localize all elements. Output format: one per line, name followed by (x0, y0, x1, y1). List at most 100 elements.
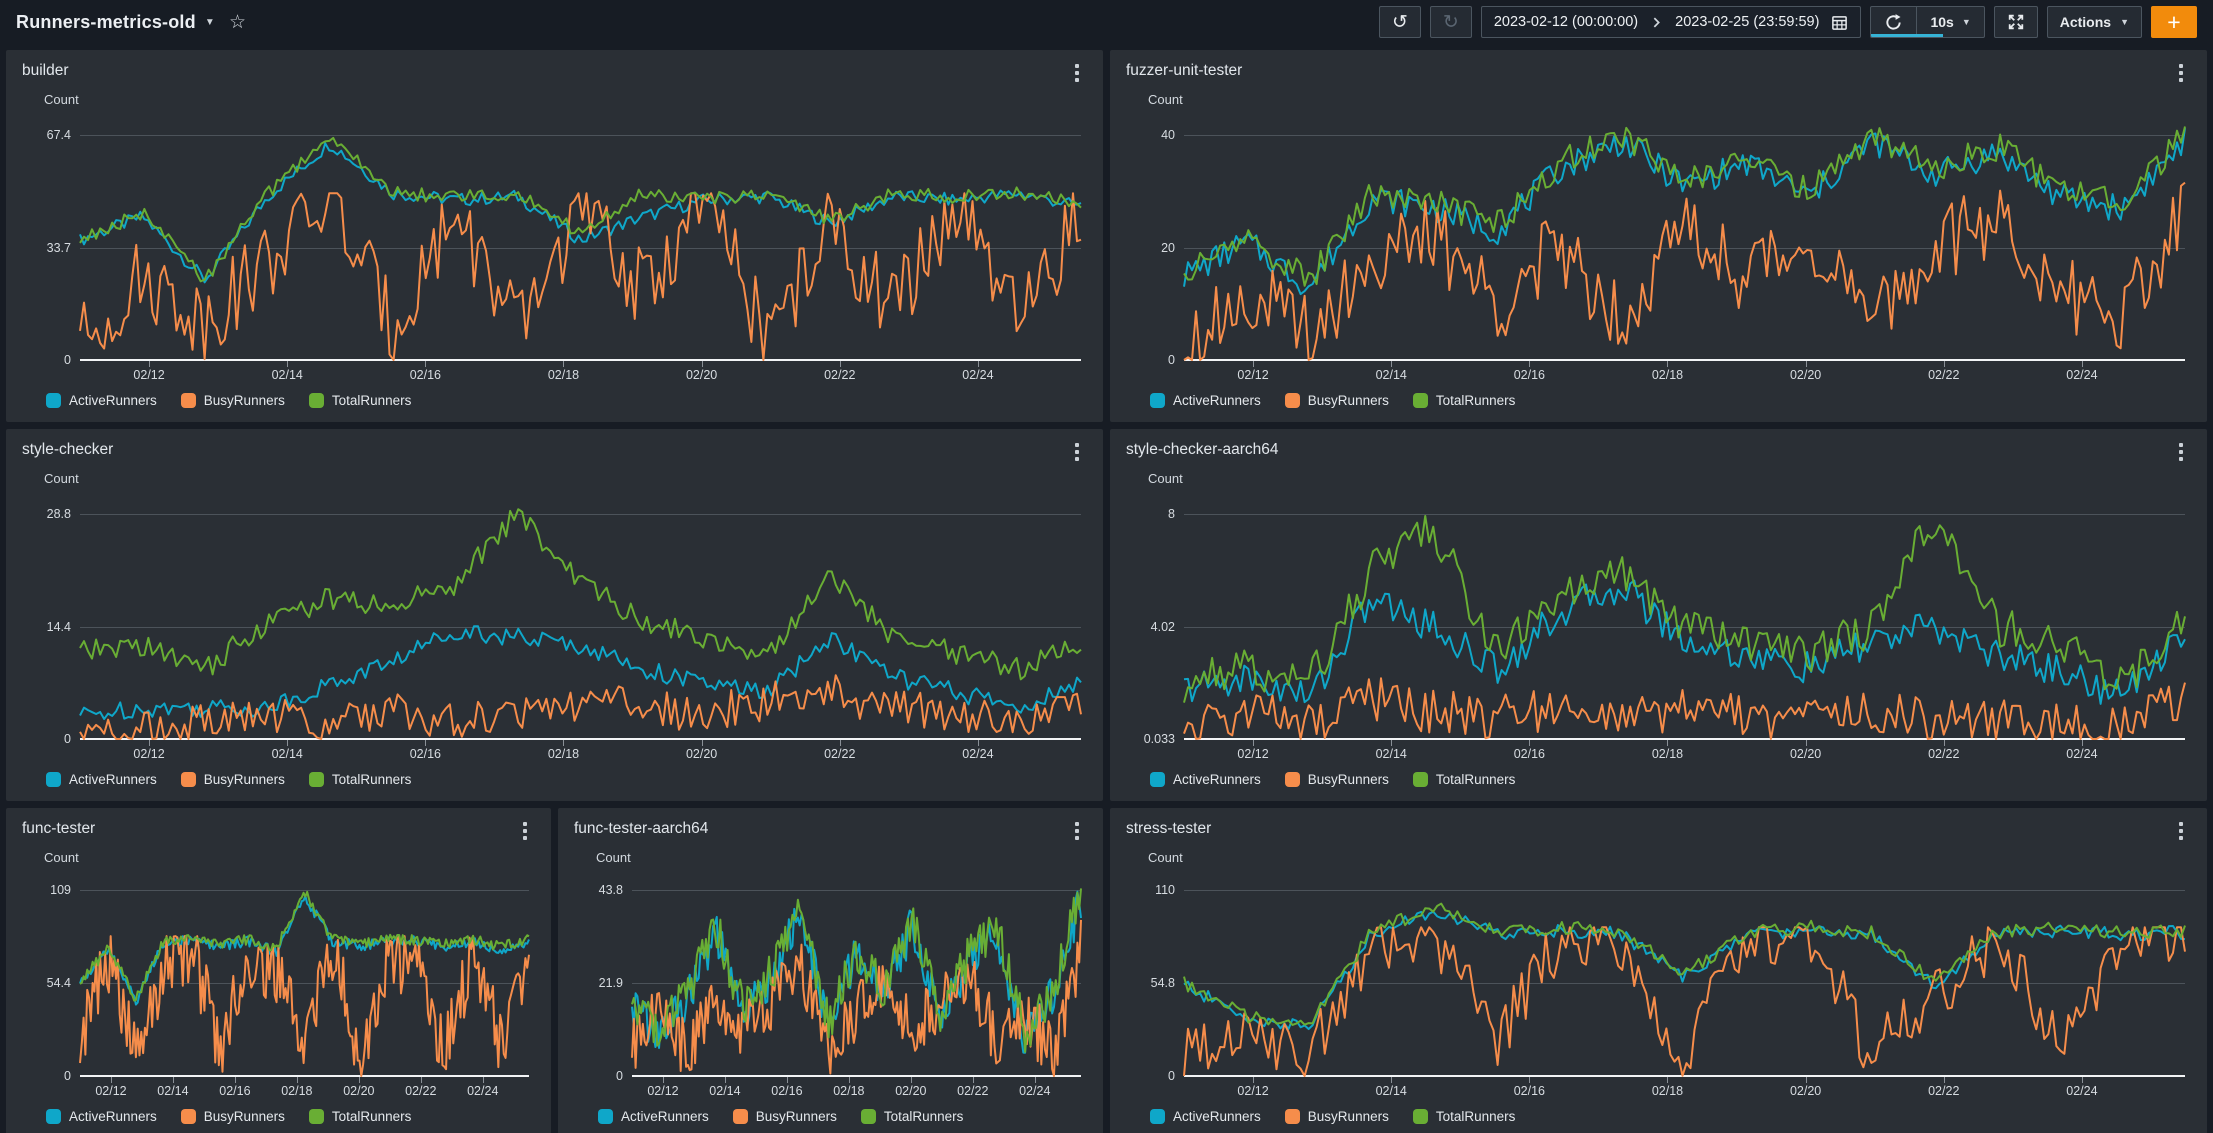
chart-plot-area[interactable] (80, 117, 1081, 360)
legend-item[interactable]: BusyRunners (181, 772, 285, 787)
y-tick-label: 43.8 (599, 883, 623, 897)
legend-item[interactable]: TotalRunners (309, 1109, 412, 1124)
actions-menu-button[interactable]: Actions ▼ (2047, 6, 2142, 38)
panel-menu-button[interactable] (1067, 820, 1087, 842)
favorite-star-icon[interactable]: ☆ (229, 11, 246, 34)
chart-plot-area[interactable] (1184, 875, 2185, 1076)
chart-panel-style-checker: style-checker Count 28.8 14.4 0 02/1202/… (6, 429, 1103, 801)
y-tick-label: 8 (1168, 507, 1175, 521)
legend-item[interactable]: BusyRunners (1285, 772, 1389, 787)
legend-swatch (46, 393, 61, 408)
x-axis: 02/1202/1402/1602/1802/2002/2202/24 (80, 360, 1081, 384)
x-tick-label: 02/20 (1790, 368, 1821, 382)
legend-item[interactable]: BusyRunners (181, 1109, 285, 1124)
fullscreen-expand-icon (2007, 13, 2025, 31)
legend-item[interactable]: TotalRunners (309, 772, 412, 787)
legend-label: BusyRunners (204, 772, 285, 787)
x-tick-label: 02/22 (957, 1084, 988, 1098)
x-tick-label: 02/12 (95, 1084, 126, 1098)
legend-item[interactable]: BusyRunners (1285, 393, 1389, 408)
add-widget-button[interactable]: + (2151, 6, 2197, 38)
y-tick-label: 0.033 (1144, 732, 1175, 746)
legend-item[interactable]: TotalRunners (1413, 1109, 1516, 1124)
chart-plot-area[interactable] (632, 875, 1081, 1076)
y-tick-label: 33.7 (47, 241, 71, 255)
x-tick-label: 02/12 (1237, 747, 1268, 761)
x-tick-label: 02/18 (833, 1084, 864, 1098)
refresh-interval-dropdown[interactable]: 10s ▼ (1916, 7, 1983, 37)
y-axis-label: Count (1148, 92, 2191, 107)
legend-item[interactable]: ActiveRunners (1150, 393, 1261, 408)
legend-label: ActiveRunners (1173, 1109, 1261, 1124)
x-tick-label: 02/18 (1652, 368, 1683, 382)
chart-plot-area[interactable] (1184, 496, 2185, 739)
chart-plot-area[interactable] (80, 875, 529, 1076)
legend-label: BusyRunners (1308, 1109, 1389, 1124)
x-tick-label: 02/16 (410, 368, 441, 382)
auto-refresh-control: 10s ▼ (1870, 6, 1984, 38)
legend-swatch (309, 1109, 324, 1124)
panel-menu-button[interactable] (2171, 441, 2191, 463)
panel-menu-button[interactable] (2171, 62, 2191, 84)
y-tick-label: 20 (1161, 241, 1175, 255)
y-tick-label: 110 (1155, 883, 1175, 897)
x-tick-label: 02/14 (272, 747, 303, 761)
legend-item[interactable]: ActiveRunners (1150, 772, 1261, 787)
legend-item[interactable]: BusyRunners (181, 393, 285, 408)
legend-label: TotalRunners (1436, 1109, 1516, 1124)
legend-item[interactable]: ActiveRunners (46, 393, 157, 408)
x-tick-label: 02/22 (405, 1084, 436, 1098)
legend-item[interactable]: TotalRunners (1413, 772, 1516, 787)
undo-icon: ↺ (1392, 13, 1408, 32)
x-tick-label: 02/16 (219, 1084, 250, 1098)
panel-title: func-tester-aarch64 (574, 820, 708, 838)
undo-button[interactable]: ↺ (1379, 6, 1421, 38)
x-tick-label: 02/12 (133, 368, 164, 382)
legend-swatch (733, 1109, 748, 1124)
x-tick-label: 02/12 (133, 747, 164, 761)
legend-swatch (1285, 1109, 1300, 1124)
legend-item[interactable]: ActiveRunners (46, 772, 157, 787)
legend-swatch (1413, 1109, 1428, 1124)
refresh-button[interactable] (1871, 7, 1916, 37)
x-tick-label: 02/24 (467, 1084, 498, 1098)
legend-swatch (181, 772, 196, 787)
x-tick-label: 02/24 (2066, 368, 2097, 382)
legend-swatch (1285, 772, 1300, 787)
legend-swatch (1150, 1109, 1165, 1124)
legend-item[interactable]: ActiveRunners (1150, 1109, 1261, 1124)
x-tick-label: 02/14 (157, 1084, 188, 1098)
panel-menu-button[interactable] (515, 820, 535, 842)
y-tick-label: 14.4 (47, 620, 71, 634)
legend-label: BusyRunners (756, 1109, 837, 1124)
x-tick-label: 02/16 (1514, 368, 1545, 382)
legend-item[interactable]: ActiveRunners (598, 1109, 709, 1124)
chevron-right-icon (1650, 16, 1663, 29)
chart-plot-area[interactable] (1184, 117, 2185, 360)
legend-item[interactable]: ActiveRunners (46, 1109, 157, 1124)
legend-item[interactable]: TotalRunners (1413, 393, 1516, 408)
series-line-totalrunners (1184, 516, 2185, 703)
y-axis-label: Count (44, 850, 535, 865)
x-axis: 02/1202/1402/1602/1802/2002/2202/24 (80, 739, 1081, 763)
panel-menu-button[interactable] (1067, 62, 1087, 84)
y-axis: 8 4.02 0.033 (1126, 496, 1184, 739)
x-tick-label: 02/16 (1514, 747, 1545, 761)
panel-menu-button[interactable] (1067, 441, 1087, 463)
fullscreen-button[interactable] (1994, 6, 2038, 38)
redo-button[interactable]: ↻ (1430, 6, 1472, 38)
date-range-picker[interactable]: 2023-02-12 (00:00:00) 2023-02-25 (23:59:… (1481, 6, 1862, 38)
panel-menu-button[interactable] (2171, 820, 2191, 842)
legend-item[interactable]: BusyRunners (1285, 1109, 1389, 1124)
toolbar: ↺ ↻ 2023-02-12 (00:00:00) 2023-02-25 (23… (1379, 6, 2197, 38)
legend-swatch (309, 772, 324, 787)
dashboard-title-dropdown[interactable]: Runners-metrics-old ▼ (16, 12, 215, 33)
legend-label: ActiveRunners (621, 1109, 709, 1124)
chart-plot-area[interactable] (80, 496, 1081, 739)
chart-panel-fuzzer-unit-tester: fuzzer-unit-tester Count 40 20 0 02/1202… (1110, 50, 2207, 422)
legend-item[interactable]: TotalRunners (861, 1109, 964, 1124)
legend-item[interactable]: BusyRunners (733, 1109, 837, 1124)
x-tick-label: 02/24 (2066, 747, 2097, 761)
legend-label: TotalRunners (332, 1109, 412, 1124)
legend-item[interactable]: TotalRunners (309, 393, 412, 408)
